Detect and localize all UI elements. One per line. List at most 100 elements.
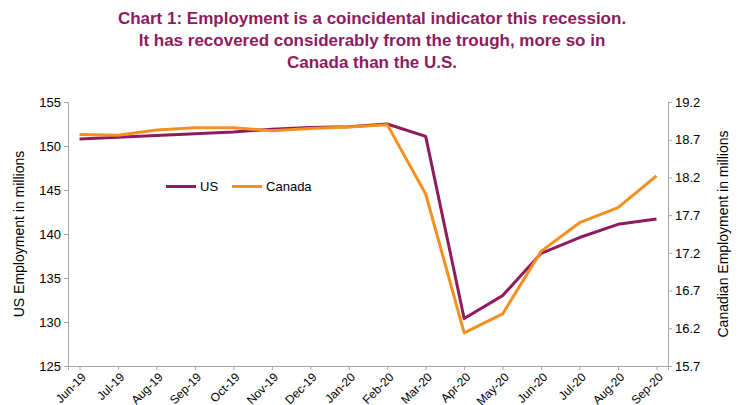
- tick-label: Dec-19: [282, 370, 319, 405]
- legend-item: US: [166, 179, 218, 194]
- tick-label: 155: [39, 95, 61, 110]
- tick-mark: [668, 102, 672, 103]
- series-line: [80, 124, 657, 318]
- tick-label: 17.7: [675, 208, 700, 223]
- tick-mark: [464, 366, 465, 370]
- y2-axis: 15.716.216.717.217.718.218.719.2: [668, 95, 700, 374]
- tick-mark: [272, 366, 273, 370]
- tick-mark: [541, 366, 542, 370]
- tick-mark: [387, 366, 388, 370]
- tick-label: Apr-20: [438, 370, 474, 405]
- tick: Apr-20: [438, 366, 474, 405]
- tick-label: 150: [39, 139, 61, 154]
- tick-mark: [426, 366, 427, 370]
- tick-label: 18.7: [675, 132, 700, 147]
- tick-mark: [310, 366, 311, 370]
- tick: 15.7: [668, 359, 700, 374]
- tick-label: 130: [39, 315, 61, 330]
- tick: 19.2: [668, 95, 700, 110]
- legend-label: US: [200, 179, 218, 194]
- tick-mark: [668, 177, 672, 178]
- legend-item: Canada: [232, 179, 312, 194]
- tick: May-20: [474, 366, 512, 405]
- tick: Jun-19: [53, 366, 89, 405]
- plot-area: [80, 124, 657, 333]
- tick: Feb-20: [360, 366, 397, 405]
- legend-label: Canada: [266, 179, 312, 194]
- tick: Nov-19: [244, 366, 281, 405]
- y-axis: 125 130 135 140 145 150 155: [39, 95, 68, 374]
- tick-label: 135: [39, 271, 61, 286]
- title: Chart 1: Employment is a coincidental in…: [118, 9, 626, 72]
- tick: 135: [39, 271, 68, 286]
- axis-line: [69, 367, 669, 371]
- tick-mark: [118, 366, 119, 370]
- tick-label: Mar-20: [398, 370, 435, 405]
- tick: Aug-20: [590, 366, 627, 405]
- tick-mark: [580, 366, 581, 370]
- tick-label: Jun-20: [514, 370, 550, 405]
- tick: 17.7: [668, 208, 700, 223]
- tick-mark: [80, 366, 81, 370]
- tick-label: Nov-19: [244, 370, 281, 405]
- tick-label: Jan-20: [322, 370, 358, 405]
- tick: 130: [39, 315, 68, 330]
- tick-mark: [349, 366, 350, 370]
- tick-mark: [668, 291, 672, 292]
- tick-mark: [668, 328, 672, 329]
- tick-mark: [195, 366, 196, 370]
- tick: 18.7: [668, 132, 700, 147]
- tick-mark: [618, 366, 619, 370]
- tick-mark: [156, 366, 157, 370]
- tick-label: Sep-20: [628, 370, 665, 405]
- tick: 125: [39, 359, 68, 374]
- legend-swatch: [166, 185, 196, 188]
- axis-line: [64, 103, 69, 367]
- axis-line: [669, 103, 673, 367]
- tick-mark: [64, 146, 68, 147]
- tick-mark: [656, 366, 657, 370]
- y2-axis-title: Canadian Employment in millions: [715, 131, 731, 338]
- legend-swatch: [232, 185, 262, 188]
- tick-mark: [64, 322, 68, 323]
- tick-mark: [64, 190, 68, 191]
- tick-label: 125: [39, 359, 61, 374]
- tick-mark: [668, 253, 672, 254]
- tick-label: 140: [39, 227, 61, 242]
- tick-mark: [668, 215, 672, 216]
- tick-mark: [233, 366, 234, 370]
- tick: 145: [39, 183, 68, 198]
- tick-mark: [503, 366, 504, 370]
- tick-mark: [64, 366, 68, 367]
- tick: Dec-19: [282, 366, 319, 405]
- tick-label: 19.2: [675, 95, 700, 110]
- tick-label: 15.7: [675, 359, 700, 374]
- tick-label: 17.2: [675, 246, 700, 261]
- tick: Jan-20: [322, 366, 358, 405]
- tick-mark: [64, 278, 68, 279]
- y-axis-title: US Employment in millions: [11, 151, 27, 318]
- legend: US Canada: [166, 179, 312, 194]
- tick: Mar-20: [398, 366, 435, 405]
- tick-label: Jun-19: [53, 370, 89, 405]
- chart: Chart 1: Employment is a coincidental in…: [0, 0, 744, 405]
- tick-mark: [64, 102, 68, 103]
- tick-mark: [668, 140, 672, 141]
- tick-label: Jul-20: [556, 370, 589, 403]
- tick-label: Jul-19: [94, 370, 127, 403]
- tick-label: 18.2: [675, 170, 700, 185]
- tick: Sep-20: [628, 366, 665, 405]
- tick: Jul-20: [556, 366, 589, 403]
- tick: 150: [39, 139, 68, 154]
- tick: 140: [39, 227, 68, 242]
- tick: 18.2: [668, 170, 700, 185]
- tick-label: 16.2: [675, 321, 700, 336]
- tick-label: 145: [39, 183, 61, 198]
- x-axis: Jun-19Jul-19Aug-19Sep-19Oct-19Nov-19Dec-…: [53, 366, 669, 405]
- tick-label: Aug-20: [590, 370, 627, 405]
- tick: Sep-19: [167, 366, 204, 405]
- tick: 16.2: [668, 321, 700, 336]
- tick-label: Feb-20: [360, 370, 397, 405]
- tick-mark: [64, 234, 68, 235]
- tick: Oct-19: [207, 366, 243, 405]
